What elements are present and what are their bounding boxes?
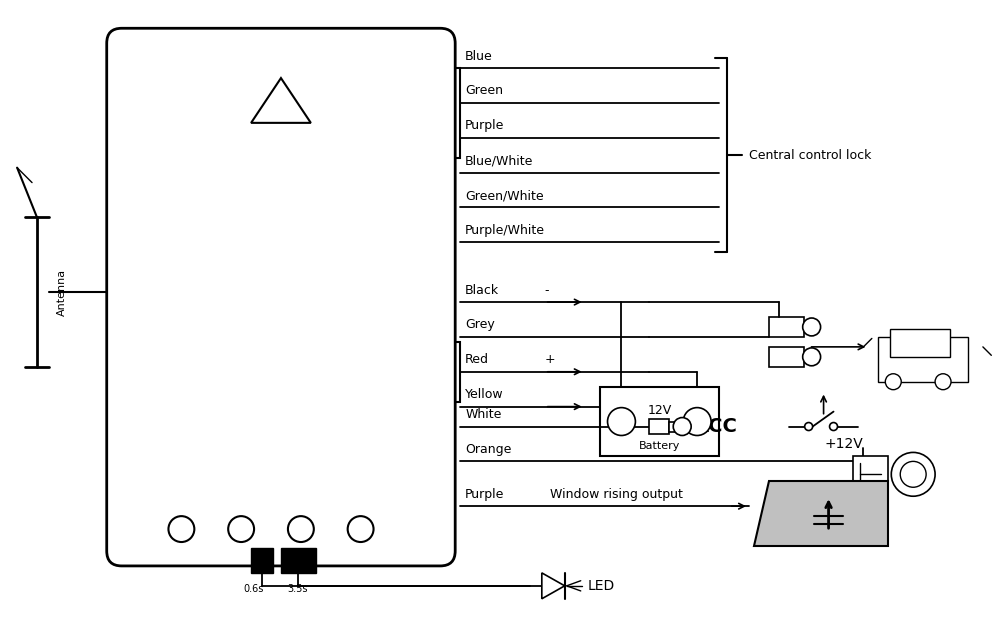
Text: Central control lock: Central control lock [749, 148, 871, 162]
Polygon shape [754, 482, 888, 546]
Circle shape [288, 516, 314, 542]
Text: 12V: 12V [647, 404, 671, 417]
Circle shape [168, 516, 194, 542]
Circle shape [935, 374, 951, 390]
Text: Purple/White: Purple/White [465, 224, 545, 237]
Text: -: - [545, 283, 549, 297]
Circle shape [608, 408, 635, 436]
Circle shape [805, 422, 813, 431]
Circle shape [348, 516, 374, 542]
Text: Window rising output: Window rising output [550, 488, 683, 501]
Text: Blue/White: Blue/White [465, 154, 534, 167]
Text: Blue: Blue [465, 50, 493, 62]
Bar [435, 68, 460, 158]
Text: Green: Green [465, 85, 503, 97]
Text: Antenna: Antenna [57, 269, 67, 316]
Polygon shape [251, 78, 311, 123]
Bar [769, 317, 804, 337]
Text: Orange: Orange [465, 443, 512, 456]
Text: White: White [465, 408, 502, 421]
Circle shape [803, 318, 821, 336]
Text: Yellow: Yellow [465, 388, 504, 401]
Text: +: + [545, 354, 555, 366]
Text: Green/White: Green/White [465, 189, 544, 202]
Bar [600, 387, 719, 456]
Bar [853, 456, 888, 491]
Circle shape [885, 374, 901, 390]
Bar [769, 347, 804, 367]
Bar [435, 342, 460, 402]
Circle shape [830, 422, 838, 431]
Text: Red: Red [465, 354, 489, 366]
Text: 3.5s: 3.5s [288, 584, 308, 594]
Text: Purple: Purple [465, 488, 505, 501]
Text: Purple: Purple [465, 119, 505, 132]
Circle shape [891, 452, 935, 496]
Text: Battery: Battery [639, 441, 680, 452]
Bar [669, 422, 679, 431]
Circle shape [228, 516, 254, 542]
Circle shape [900, 461, 926, 487]
FancyBboxPatch shape [107, 28, 455, 566]
Bar [251, 548, 273, 573]
Bar [890, 329, 950, 357]
Text: Black: Black [465, 283, 499, 297]
Bar [649, 419, 669, 434]
Text: 0.6s: 0.6s [243, 584, 263, 594]
Text: +: + [616, 415, 627, 428]
Text: ACC: ACC [694, 417, 738, 436]
Text: -: - [695, 415, 700, 429]
Circle shape [683, 408, 711, 436]
Bar [878, 337, 968, 382]
Bar [281, 548, 316, 573]
Text: Grey: Grey [465, 318, 495, 331]
Text: LED: LED [588, 579, 615, 593]
Text: +12V: +12V [824, 438, 863, 452]
Circle shape [673, 418, 691, 436]
Circle shape [803, 348, 821, 366]
Polygon shape [542, 573, 565, 599]
